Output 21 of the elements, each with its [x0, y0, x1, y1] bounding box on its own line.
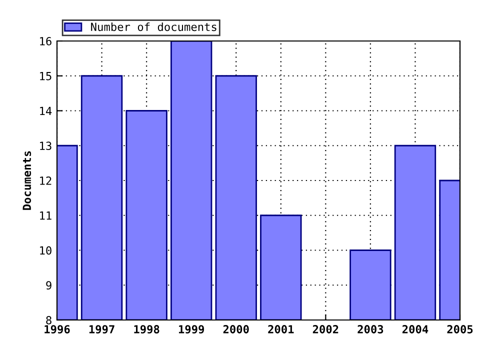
y-tick-label: 8 [46, 316, 52, 324]
y-tick-label: 9 [46, 281, 52, 290]
x-tick-label: 2003 [358, 325, 384, 334]
x-tick-label: 2001 [268, 325, 294, 334]
y-tick-label: 13 [40, 142, 52, 150]
y-tick-label: 15 [40, 72, 52, 80]
y-tick-label: 12 [40, 176, 52, 185]
y-axis-title: Documents [22, 151, 32, 210]
legend-label: Number of documents [91, 22, 216, 32]
y-tick-label: 14 [40, 106, 52, 115]
x-tick-label: 2005 [447, 325, 473, 334]
x-tick-label: 1996 [44, 325, 70, 334]
x-tick-label: 2000 [223, 325, 249, 334]
x-tick-label: 1998 [134, 325, 160, 334]
y-tick-label: 10 [40, 246, 52, 255]
x-tick-label: 2004 [402, 325, 428, 334]
y-tick-label: 16 [40, 37, 52, 46]
y-tick-label: 11 [40, 212, 52, 220]
x-tick-label: 2002 [312, 325, 338, 334]
x-tick-label: 1997 [89, 325, 114, 334]
x-tick-label: 1999 [178, 325, 204, 334]
